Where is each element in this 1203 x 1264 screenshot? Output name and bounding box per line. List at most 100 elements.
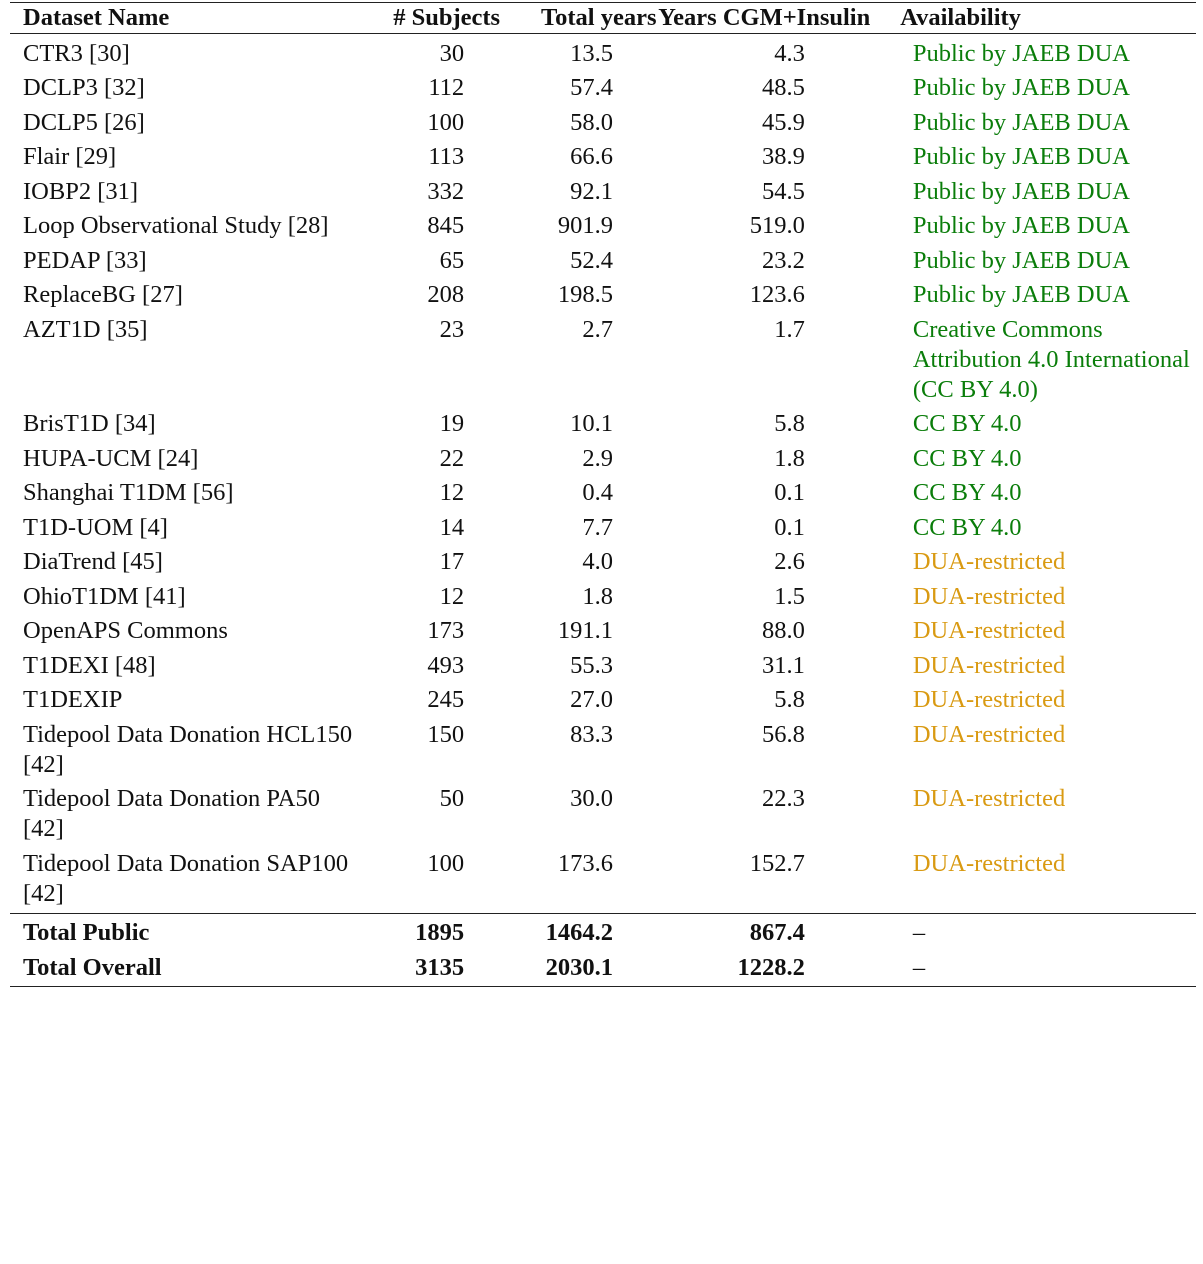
cell-dataset-name: BrisT1D [34] <box>23 410 156 437</box>
cell-dataset-name: ReplaceBG [27] <box>23 281 183 308</box>
cell-dataset-name: Tidepool Data Donation PA50 [42] <box>23 785 320 842</box>
cell-subjects: 12 <box>439 479 465 506</box>
cell-dataset-name: OhioT1DM [41] <box>23 582 186 610</box>
cell-dataset-name: Loop Observational Study [28] <box>23 212 329 239</box>
cell-availability: DUA-restricted <box>912 651 1066 679</box>
table-row: Loop Observational Study [28] 845 901.9 … <box>10 207 1196 242</box>
header-availability: Availability <box>900 4 1021 31</box>
cell-availability: Public by JAEB DUA <box>912 74 1130 101</box>
cell-subjects: 245 <box>427 686 465 713</box>
table-row: T1DEXIP 245 27.0 5.8 DUA-restricted <box>10 681 1196 716</box>
table-row: Shanghai T1DM [56] 12 0.4 0.1 CC BY 4.0 <box>10 474 1196 509</box>
cell-total-years: 66.6 <box>570 143 614 170</box>
cell-total-years: 2.7 <box>582 315 614 343</box>
cell-cgm-years: 1.8 <box>774 444 805 472</box>
table-row: ReplaceBG [27] 208 198.5 123.6 Public by… <box>10 276 1196 311</box>
header-total-years: Total years <box>541 4 657 31</box>
table-row: T1DEXI [48] 493 55.3 31.1 DUA-restricted <box>10 646 1196 681</box>
cell-total-years: 52.4 <box>570 246 614 274</box>
dataset-table: Dataset Name # Subjects Total years Year… <box>10 2 1196 987</box>
cell-cgm-years: 123.6 <box>749 281 805 308</box>
header-dataset-name: Dataset Name <box>23 4 170 31</box>
cell-subjects: 12 <box>439 582 465 610</box>
cell-subjects: 100 <box>427 849 465 877</box>
cell-cgm-years: 5.8 <box>774 410 805 437</box>
cell-subjects: 3135 <box>415 953 465 981</box>
header-rule <box>10 33 1196 34</box>
cell-availability: Public by JAEB DUA <box>912 39 1130 67</box>
cell-total-years: 901.9 <box>557 212 614 239</box>
cell-cgm-years: 23.2 <box>761 246 805 274</box>
totals-rule <box>10 912 1196 914</box>
table-row: T1D-UOM [4] 14 7.7 0.1 CC BY 4.0 <box>10 508 1196 543</box>
cell-subjects: 112 <box>428 74 465 101</box>
cell-dataset-name: T1DEXIP <box>23 686 123 713</box>
cell-total-years: 58.0 <box>570 108 614 136</box>
cell-cgm-years: 48.5 <box>761 74 805 101</box>
cell-subjects: 50 <box>439 785 465 812</box>
cell-availability: DUA-restricted <box>912 617 1066 644</box>
table-row: Tidepool Data Donation HCL150 [42] 150 8… <box>10 715 1196 780</box>
cell-availability: Public by JAEB DUA <box>912 108 1130 136</box>
cell-total-years: 1464.2 <box>545 919 614 946</box>
cell-total-years: 57.4 <box>570 74 614 101</box>
cell-total-years: 83.3 <box>570 720 614 748</box>
table-row: IOBP2 [31] 332 92.1 54.5 Public by JAEB … <box>10 172 1196 207</box>
table-row: Flair [29] 113 66.6 38.9 Public by JAEB … <box>10 138 1196 173</box>
cell-total-years: 4.0 <box>582 548 614 575</box>
table-row: Tidepool Data Donation SAP100 [42] 100 1… <box>10 844 1196 909</box>
cell-total-years: 2.9 <box>582 444 614 472</box>
table-totals: Total Public 1895 1464.2 867.4 – Total O… <box>10 914 1196 983</box>
cell-total-years: 2030.1 <box>545 953 614 981</box>
cell-availability: DUA-restricted <box>912 849 1066 877</box>
cell-dataset-name: IOBP2 [31] <box>23 177 139 205</box>
cell-availability: DUA-restricted <box>912 582 1066 610</box>
table-row: DCLP5 [26] 100 58.0 45.9 Public by JAEB … <box>10 103 1196 138</box>
totals-row: Total Overall 3135 2030.1 1228.2 – <box>10 948 1196 983</box>
cell-total-years: 198.5 <box>557 281 614 308</box>
cell-dataset-name: T1D-UOM [4] <box>23 513 168 541</box>
cell-subjects: 30 <box>439 39 465 67</box>
cell-total-years: 27.0 <box>570 686 614 713</box>
cell-subjects: 493 <box>427 651 465 679</box>
bottom-rule <box>10 985 1196 987</box>
table-row: AZT1D [35] 23 2.7 1.7 Creative Commons A… <box>10 310 1196 405</box>
cell-dataset-name: DCLP3 [32] <box>23 74 145 101</box>
cell-cgm-years: 38.9 <box>761 143 805 170</box>
cell-cgm-years: 22.3 <box>761 785 805 812</box>
cell-availability: CC BY 4.0 <box>912 513 1022 541</box>
cell-dataset-name: Tidepool Data Donation SAP100 [42] <box>23 849 349 907</box>
cell-availability: – <box>912 953 926 981</box>
cell-dataset-name: Total Public <box>23 919 150 946</box>
cell-total-years: 30.0 <box>570 785 614 812</box>
header-subjects: # Subjects <box>393 4 501 31</box>
cell-cgm-years: 54.5 <box>761 177 805 205</box>
table-row: PEDAP [33] 65 52.4 23.2 Public by JAEB D… <box>10 241 1196 276</box>
cell-total-years: 7.7 <box>582 513 614 541</box>
cell-cgm-years: 4.3 <box>774 39 805 67</box>
table-row: HUPA-UCM [24] 22 2.9 1.8 CC BY 4.0 <box>10 439 1196 474</box>
cell-cgm-years: 519.0 <box>749 212 805 239</box>
cell-cgm-years: 867.4 <box>749 919 805 946</box>
cell-availability: Public by JAEB DUA <box>912 246 1130 274</box>
cell-availability: Creative Commons Attribution 4.0 Interna… <box>912 315 1190 403</box>
cell-availability: – <box>912 919 926 946</box>
cell-availability: Public by JAEB DUA <box>912 281 1130 308</box>
cell-subjects: 100 <box>427 108 465 136</box>
cell-subjects: 332 <box>427 177 465 205</box>
cell-dataset-name: Flair [29] <box>23 143 117 170</box>
cell-cgm-years: 0.1 <box>774 513 805 541</box>
cell-subjects: 17 <box>439 548 465 575</box>
cell-cgm-years: 56.8 <box>761 720 805 748</box>
cell-dataset-name: T1DEXI [48] <box>23 651 156 679</box>
cell-subjects: 19 <box>439 410 465 437</box>
table-row: DiaTrend [45] 17 4.0 2.6 DUA-restricted <box>10 543 1196 578</box>
table-row: BrisT1D [34] 19 10.1 5.8 CC BY 4.0 <box>10 405 1196 440</box>
cell-dataset-name: Total Overall <box>23 953 162 981</box>
cell-subjects: 14 <box>439 513 465 541</box>
cell-dataset-name: CTR3 [30] <box>23 39 130 67</box>
cell-dataset-name: Tidepool Data Donation HCL150 [42] <box>23 720 353 778</box>
top-rule <box>10 2 1196 3</box>
table-row: OhioT1DM [41] 12 1.8 1.5 DUA-restricted <box>10 577 1196 612</box>
cell-subjects: 22 <box>439 444 465 472</box>
